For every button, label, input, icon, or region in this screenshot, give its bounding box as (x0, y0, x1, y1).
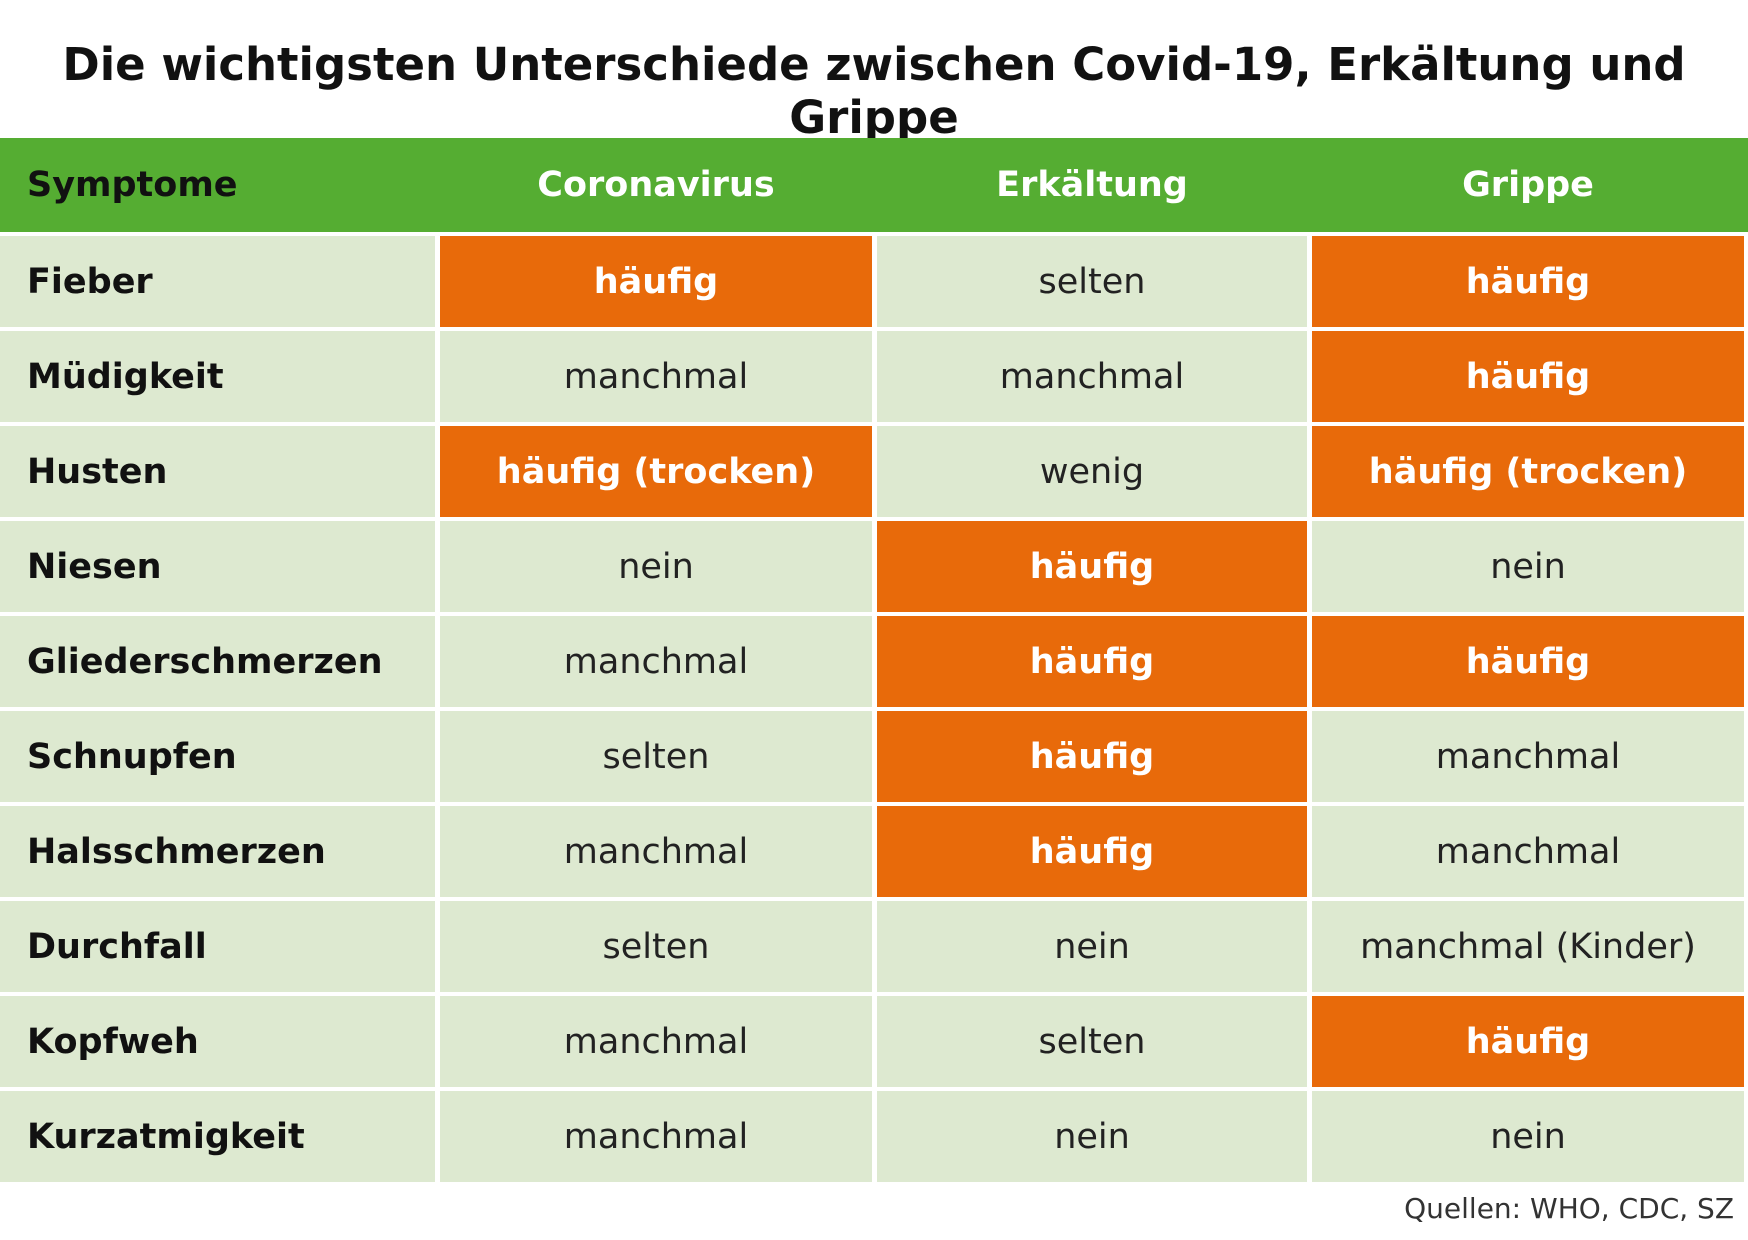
table-cell: häufig (1312, 616, 1744, 707)
table-cell: häufig (877, 521, 1307, 612)
table-cell: manchmal (440, 1091, 872, 1182)
header-cell: Grippe (1462, 165, 1594, 205)
title: Die wichtigsten Unterschiede zwischen Co… (62, 38, 1686, 144)
table-cell: nein (1312, 521, 1744, 612)
header-cell: Symptome (27, 165, 238, 205)
row-label: Kurzatmigkeit (0, 1091, 435, 1182)
table-cell: nein (440, 521, 872, 612)
table-cell: wenig (877, 426, 1307, 517)
header-cell: Coronavirus (537, 165, 775, 205)
table-cell: selten (440, 901, 872, 992)
row-label: Niesen (0, 521, 435, 612)
table-cell: häufig (1312, 996, 1744, 1087)
table-cell: manchmal (Kinder) (1312, 901, 1744, 992)
table-cell: nein (1312, 1091, 1744, 1182)
table-cell: manchmal (1312, 711, 1744, 802)
row-label: Müdigkeit (0, 331, 435, 422)
table-cell: häufig (1312, 331, 1744, 422)
table-cell: selten (440, 711, 872, 802)
table-cell: häufig (1312, 236, 1744, 327)
table-cell: manchmal (877, 331, 1307, 422)
table-cell: häufig (trocken) (440, 426, 872, 517)
row-label: Halsschmerzen (0, 806, 435, 897)
row-label: Kopfweh (0, 996, 435, 1087)
table-cell: selten (877, 236, 1307, 327)
table-cell: manchmal (440, 806, 872, 897)
row-label: Fieber (0, 236, 435, 327)
table-cell: nein (877, 1091, 1307, 1182)
row-label: Gliederschmerzen (0, 616, 435, 707)
table-cell: manchmal (440, 616, 872, 707)
table-cell: häufig (877, 616, 1307, 707)
table-cell: manchmal (1312, 806, 1744, 897)
table-cell: häufig (877, 711, 1307, 802)
row-label: Husten (0, 426, 435, 517)
table-cell: selten (877, 996, 1307, 1087)
header-cell: Erkältung (996, 165, 1188, 205)
table-cell: manchmal (440, 996, 872, 1087)
source: Quellen: WHO, CDC, SZ (1404, 1192, 1734, 1225)
row-label: Schnupfen (0, 711, 435, 802)
table-cell: häufig (440, 236, 872, 327)
table-cell: häufig (trocken) (1312, 426, 1744, 517)
table-cell: manchmal (440, 331, 872, 422)
table-cell: häufig (877, 806, 1307, 897)
row-label: Durchfall (0, 901, 435, 992)
table-cell: nein (877, 901, 1307, 992)
table-header (0, 138, 1748, 232)
